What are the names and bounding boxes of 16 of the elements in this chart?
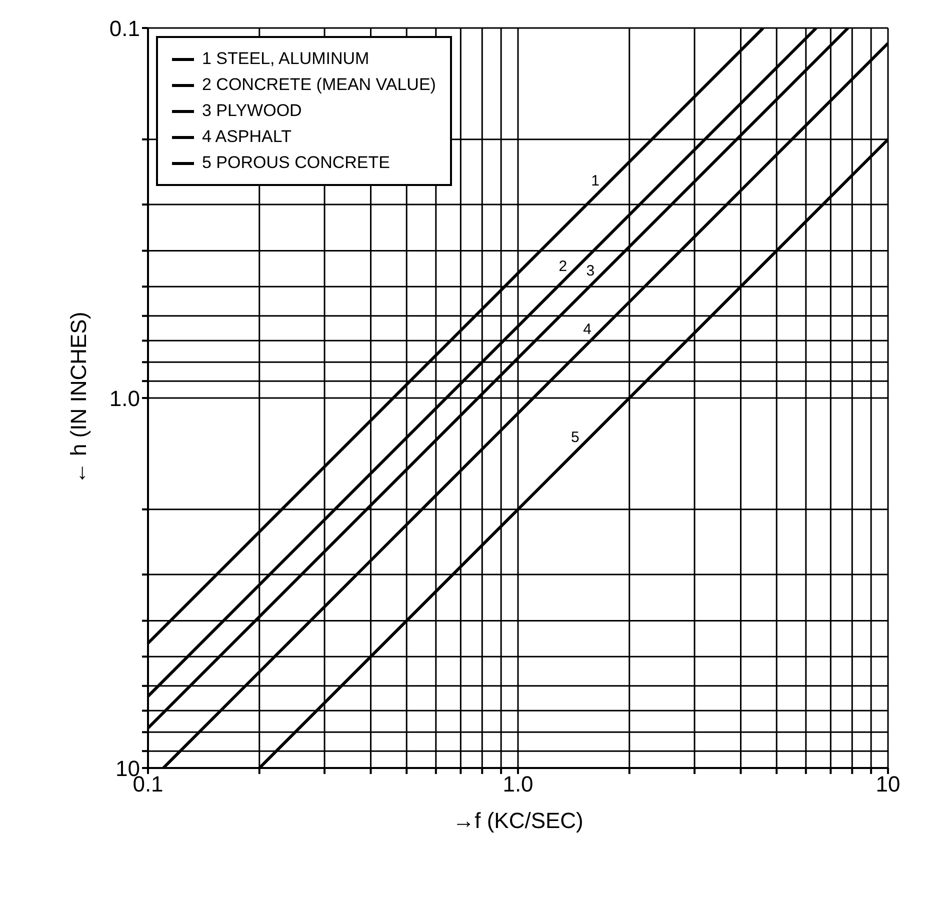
annotation: 4 — [583, 321, 592, 338]
legend-label: 1 STEEL, ALUMINUM — [202, 48, 370, 70]
x-axis-title: →f (KC/SEC) — [452, 808, 584, 833]
x-tick-label: 1.0 — [502, 772, 534, 797]
x-tick-label: 10 — [876, 772, 900, 797]
y-tick-label: 1.0 — [109, 386, 140, 411]
annotation: 3 — [586, 262, 595, 280]
y-axis-title: ← h (IN INCHES) — [66, 312, 91, 484]
annotation: 5 — [570, 429, 580, 446]
annotation: 2 — [558, 258, 568, 276]
legend-label: 4 ASPHALT — [202, 126, 292, 148]
legend-label: 2 CONCRETE (MEAN VALUE) — [202, 74, 436, 96]
y-tick-label: 0.1 — [109, 16, 140, 41]
annotation: 1 — [591, 172, 600, 190]
legend-label: 3 PLYWOOD — [202, 100, 302, 122]
legend-label: 5 POROUS CONCRETE — [202, 152, 390, 174]
